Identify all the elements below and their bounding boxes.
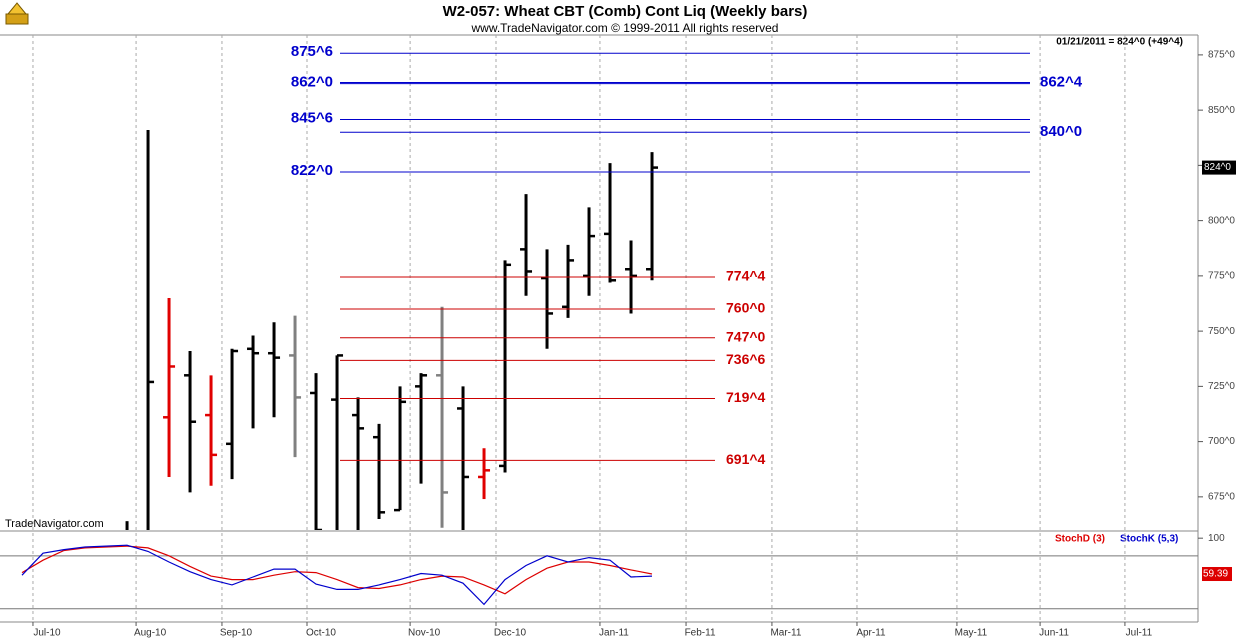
x-tick-label: May-11: [955, 628, 988, 639]
x-tick-label: Nov-10: [408, 628, 441, 639]
axes: 875^0850^0825^0800^0775^0750^0725^0700^0…: [32, 50, 1236, 639]
level-label: 845^6: [291, 109, 333, 126]
legend-entry: StochD (3): [1055, 534, 1105, 545]
logo: [5, 2, 29, 25]
stoch-line: [21, 544, 653, 606]
y-tick-label: 725^0: [1208, 381, 1235, 392]
price-panel: [125, 52, 1030, 530]
x-tick-label: Sep-10: [220, 628, 253, 639]
x-tick-label: Oct-10: [306, 628, 336, 639]
level-label: 862^0: [291, 74, 333, 91]
level-label: 760^0: [726, 300, 766, 316]
x-tick-label: Feb-11: [685, 628, 716, 639]
last-price-box: [1202, 160, 1236, 175]
x-tick-label: Mar-11: [770, 628, 801, 639]
x-tick-label: Jan-11: [599, 628, 629, 639]
y-tick-label: 100: [1208, 533, 1225, 544]
level-label: 840^0: [1040, 123, 1082, 140]
level-label: 691^4: [726, 451, 766, 467]
y-tick-label: 675^0: [1208, 491, 1235, 502]
legend-entry: StochK (5,3): [1120, 534, 1178, 545]
level-label: 822^0: [291, 162, 333, 179]
y-tick-label: 775^0: [1208, 271, 1235, 282]
level-label: 774^4: [726, 268, 766, 284]
status-text: 01/21/2011 = 824^0 (+49^4): [1056, 37, 1183, 48]
last-price-label: 824^0: [1204, 162, 1231, 173]
stoch-line: [21, 545, 653, 595]
level-label: 719^4: [726, 389, 766, 405]
level-label: 875^6: [291, 43, 333, 60]
level-label: 736^6: [726, 351, 766, 367]
level-label: 862^4: [1040, 73, 1083, 90]
x-tick-label: Jun-11: [1039, 628, 1069, 639]
watermark: TradeNavigator.com: [5, 518, 104, 530]
last-value-label: 59.39: [1203, 569, 1228, 580]
x-tick-label: Aug-10: [134, 628, 167, 639]
level-label: 747^0: [726, 328, 766, 344]
chart-title: W2-057: Wheat CBT (Comb) Cont Liq (Weekl…: [443, 3, 808, 20]
y-tick-label: 750^0: [1208, 326, 1235, 337]
x-tick-label: Dec-10: [494, 628, 527, 639]
y-tick-label: 850^0: [1208, 105, 1235, 116]
x-tick-label: Jul-10: [33, 628, 61, 639]
x-tick-label: Jul-11: [1126, 628, 1153, 639]
y-tick-label: 700^0: [1208, 436, 1235, 447]
grid: [32, 35, 1126, 622]
chart-subtitle: www.TradeNavigator.com © 1999-2011 All r…: [471, 21, 779, 35]
stochastic-panel: [0, 544, 1198, 610]
last-value-box: [1202, 567, 1232, 582]
y-tick-label: 800^0: [1208, 215, 1235, 226]
y-tick-label: 875^0: [1208, 50, 1235, 61]
x-tick-label: Apr-11: [856, 628, 886, 639]
